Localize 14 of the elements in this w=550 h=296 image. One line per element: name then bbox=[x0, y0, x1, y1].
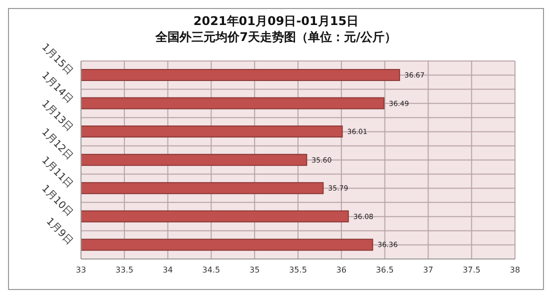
chart-subtitle: 全国外三元均价7天走势图（单位：元/公斤） bbox=[156, 30, 396, 44]
x-tick-label: 33.5 bbox=[115, 266, 134, 275]
x-tick-label: 33 bbox=[76, 266, 86, 275]
x-tick-label: 37.5 bbox=[462, 266, 481, 275]
x-tick-label: 37 bbox=[423, 266, 434, 275]
x-tick-label: 34.5 bbox=[202, 266, 220, 275]
x-tick-label: 38 bbox=[510, 266, 520, 275]
x-tick-label: 36.5 bbox=[376, 266, 394, 275]
chart-title: 2021年01月09日-01月15日 bbox=[192, 13, 360, 29]
x-tick-label: 35.5 bbox=[289, 266, 307, 275]
x-tick-label: 34 bbox=[162, 266, 173, 275]
x-tick-label: 35 bbox=[250, 266, 260, 275]
y-tick-label: 1月9日 bbox=[44, 216, 75, 247]
x-tick-label: 36 bbox=[336, 266, 346, 275]
